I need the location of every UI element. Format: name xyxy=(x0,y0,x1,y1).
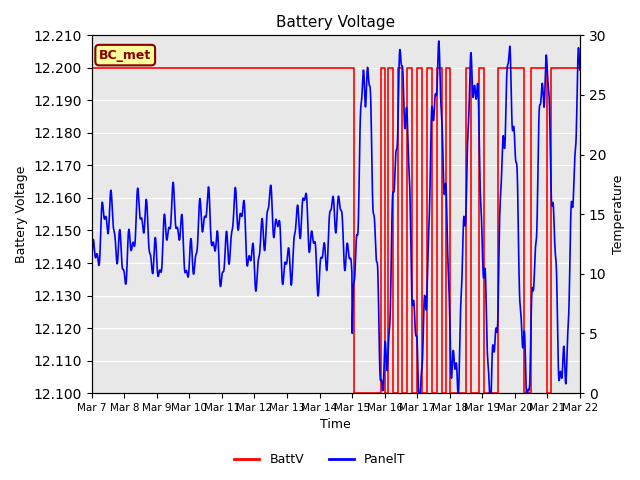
Y-axis label: Temperature: Temperature xyxy=(612,175,625,254)
Y-axis label: Battery Voltage: Battery Voltage xyxy=(15,166,28,263)
Legend: BattV, PanelT: BattV, PanelT xyxy=(229,448,411,471)
Text: BC_met: BC_met xyxy=(99,48,151,61)
X-axis label: Time: Time xyxy=(321,419,351,432)
Title: Battery Voltage: Battery Voltage xyxy=(276,15,396,30)
